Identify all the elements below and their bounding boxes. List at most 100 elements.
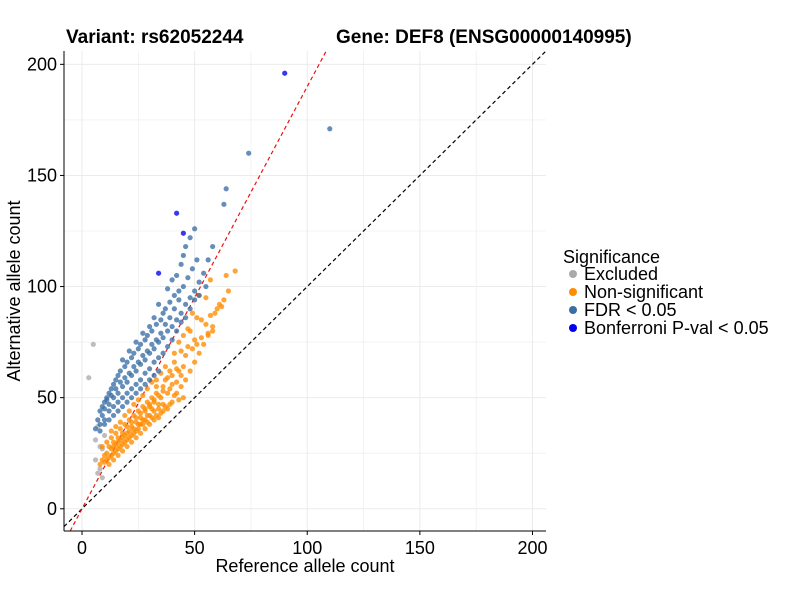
point-fdr-0-05 [162,306,168,312]
point-fdr-0-05 [117,379,123,385]
point-non-significant [113,423,119,430]
point-fdr-0-05 [110,412,117,419]
point-fdr-0-05 [149,328,155,334]
point-fdr-0-05 [142,370,148,376]
point-fdr-0-05 [155,368,162,374]
point-fdr-0-05 [110,381,117,387]
point-fdr-0-05 [128,386,135,392]
point-fdr-0-05 [128,395,135,401]
point-bonferroni-p-val-0-05 [282,70,288,76]
point-non-significant [167,401,173,407]
point-fdr-0-05 [171,292,177,299]
point-fdr-0-05 [153,321,159,327]
point-non-significant [198,317,204,323]
point-fdr-0-05 [151,315,157,321]
point-non-significant [165,375,171,381]
point-fdr-0-05 [151,359,157,365]
point-excluded [92,457,99,463]
point-fdr-0-05 [149,341,155,347]
point-non-significant [110,443,117,450]
point-non-significant [171,392,177,399]
point-excluded [86,375,92,381]
point-fdr-0-05 [131,350,137,356]
point-fdr-0-05 [146,323,153,330]
x-tick-label: 150 [405,538,435,558]
point-non-significant [128,423,135,430]
point-fdr-0-05 [194,257,200,263]
point-fdr-0-05 [128,355,135,361]
point-non-significant [153,412,159,419]
x-axis-title: Reference allele count [215,556,394,576]
point-non-significant [101,452,108,459]
point-fdr-0-05 [140,330,146,336]
point-fdr-0-05 [101,417,108,423]
point-non-significant [160,388,166,394]
point-bonferroni-p-val-0-05 [155,270,162,276]
point-fdr-0-05 [203,283,209,290]
point-non-significant [115,435,121,441]
x-tick-label: 0 [77,538,87,558]
point-fdr-0-05 [153,337,159,343]
point-fdr-0-05 [196,279,202,285]
point-non-significant [117,426,123,432]
point-fdr-0-05 [119,403,126,410]
point-fdr-0-05 [135,359,141,365]
point-non-significant [203,321,209,327]
point-fdr-0-05 [108,386,114,392]
point-fdr-0-05 [160,335,166,341]
point-fdr-0-05 [124,359,130,365]
point-fdr-0-05 [126,348,132,354]
point-non-significant [151,397,157,403]
legend-swatch-excluded [569,270,577,278]
point-non-significant [151,408,157,414]
point-fdr-0-05 [151,372,157,379]
point-non-significant [113,430,119,436]
legend-label-non-significant: Non-significant [584,282,703,302]
point-non-significant [137,421,144,427]
point-non-significant [207,277,214,283]
point-fdr-0-05 [160,350,166,356]
point-fdr-0-05 [146,366,153,372]
point-non-significant [101,459,108,465]
point-non-significant [106,455,112,461]
point-fdr-0-05 [158,330,164,336]
point-non-significant [110,457,117,463]
point-non-significant [189,346,195,352]
point-fdr-0-05 [115,372,121,379]
y-axis-title: Alternative allele count [4,200,24,381]
point-fdr-0-05 [165,286,171,292]
point-fdr-0-05 [183,315,189,321]
point-fdr-0-05 [104,397,110,403]
y-axis-ticks: 0 50 100 150 200 [27,54,64,519]
point-non-significant [110,450,117,456]
point-fdr-0-05 [115,399,121,405]
point-non-significant [142,417,148,423]
point-fdr-0-05 [101,406,108,412]
point-non-significant [171,359,177,365]
chart-title-gene: Gene: DEF8 (ENSG00000140995) [336,27,632,48]
point-fdr-0-05 [169,337,175,343]
reference-line-identity [63,50,547,527]
point-non-significant [128,432,135,439]
point-fdr-0-05 [133,339,139,345]
point-non-significant [155,401,162,407]
point-non-significant [180,332,186,339]
point-fdr-0-05 [146,377,153,383]
point-non-significant [133,435,139,441]
point-non-significant [131,401,137,407]
point-fdr-0-05 [180,283,186,290]
point-non-significant [171,350,177,356]
point-non-significant [225,288,232,294]
point-fdr-0-05 [178,310,184,316]
point-non-significant [210,328,216,334]
point-fdr-0-05 [155,355,162,361]
point-non-significant [214,306,220,312]
point-fdr-0-05 [201,270,207,276]
point-non-significant [203,295,209,301]
point-fdr-0-05 [169,323,175,330]
point-non-significant [104,439,110,445]
point-fdr-0-05 [144,348,150,354]
point-fdr-0-05 [142,381,148,387]
point-fdr-0-05 [187,295,193,301]
